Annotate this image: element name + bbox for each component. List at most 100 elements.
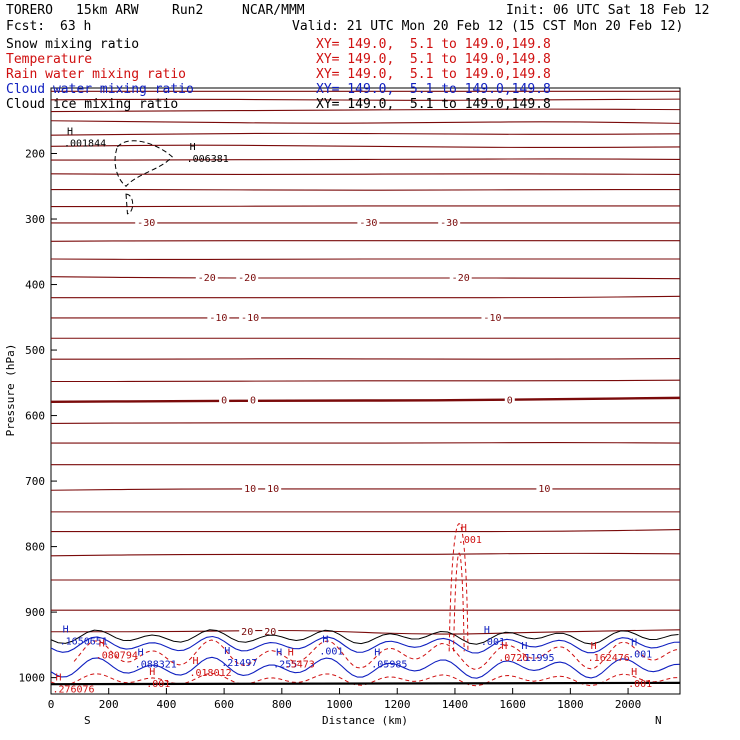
surface-line <box>50 681 681 686</box>
cloud-water-contour <box>50 656 680 679</box>
isotherm-label-bg <box>504 394 515 406</box>
max-value-label: .162476 <box>588 653 630 664</box>
isotherm-label: 0 <box>250 395 256 406</box>
isotherm-label-bg <box>239 625 256 637</box>
isotherm-label: -20 <box>452 273 470 284</box>
max-value-label: .255 <box>273 660 297 671</box>
y-tick-label: 900 <box>25 606 45 619</box>
max-marker: H <box>461 523 467 534</box>
x-end-label-s: S <box>84 714 91 727</box>
isotherm <box>50 173 681 176</box>
isotherm <box>50 158 681 161</box>
x-end-label-n: N <box>655 714 662 727</box>
legend-xy-rain: XY= 149.0, 5.1 to 149.0,149.8 <box>316 67 551 82</box>
isotherm-label-bg <box>357 216 380 228</box>
isotherm-label-bg <box>262 625 279 637</box>
moisture-contours <box>50 140 681 687</box>
x-tick-label: 400 <box>156 698 176 711</box>
rain-plume <box>448 523 469 652</box>
x-tick-label: 1600 <box>499 698 526 711</box>
center-label: NCAR/MMM <box>242 3 305 18</box>
x-tick-label: 800 <box>272 698 292 711</box>
max-marker: H <box>631 638 637 649</box>
rain-water-contour <box>73 639 681 670</box>
max-value-label: .088321 <box>135 660 177 671</box>
max-marker: H <box>631 667 637 678</box>
max-marker: H <box>288 648 294 659</box>
y-tick-label: 800 <box>25 541 45 554</box>
y-tick-label: 1000 <box>19 672 46 685</box>
x-tick-label: 1200 <box>384 698 411 711</box>
y-tick-label: 300 <box>25 213 45 226</box>
max-marker: H <box>374 648 380 659</box>
isotherm-label: 10 <box>538 484 550 495</box>
run-label: Run2 <box>172 3 204 18</box>
x-tick-label: 600 <box>214 698 234 711</box>
max-marker: H <box>322 634 328 645</box>
isotherm-label: -10 <box>483 313 501 324</box>
legend-xy-snow: XY= 149.0, 5.1 to 149.0,149.8 <box>316 37 551 52</box>
max-value-label: .001 <box>319 646 343 657</box>
isotherm-label-bg <box>449 271 472 283</box>
isotherm-label-bg <box>219 394 230 406</box>
max-marker: H <box>521 641 527 652</box>
max-value-label: .080794 <box>96 650 138 661</box>
y-axis-label: Pressure (hPa) <box>4 344 17 437</box>
x-tick-label: 1000 <box>326 698 353 711</box>
max-value-label: .05985 <box>371 660 407 671</box>
legend-label-rain: Rain water mixing ratio <box>6 67 187 82</box>
x-axis-label: Distance (km) <box>322 714 408 727</box>
init-time: Init: 06 UTC Sat 18 Feb 12 <box>506 3 710 18</box>
max-value-label: .001 <box>628 650 652 661</box>
max-value-label: .276076 <box>52 684 94 695</box>
isotherm <box>50 552 681 557</box>
max-marker: H <box>138 648 144 659</box>
temperature-contours: -30 -30 -30 -20 -20 -20 -10 -10 -10 0 0 0 10 10 10 20 20 <box>50 90 681 638</box>
y-axis: 200 300 400 500 600 700 800 900 1000 <box>19 148 57 685</box>
y-tick-label: 200 <box>25 148 45 161</box>
isotherm-label: 0 <box>507 395 513 406</box>
max-marker: H <box>190 142 196 153</box>
isotherm <box>50 144 681 149</box>
isotherm <box>50 396 681 404</box>
resolution: 15km ARW <box>76 3 139 18</box>
isotherm-label-bg <box>481 311 504 323</box>
legend-label-cloud-water: Cloud water mixing ratio <box>6 82 194 97</box>
cloud-ice-contour <box>114 140 173 187</box>
max-value-label: .11995 <box>518 653 554 664</box>
isotherm <box>50 488 680 491</box>
isotherm-label: -30 <box>137 218 155 229</box>
isotherm-label: -20 <box>238 273 256 284</box>
isotherm-label-bg <box>242 482 259 494</box>
max-marker: H <box>55 672 61 683</box>
valid-time: Valid: 21 UTC Mon 20 Feb 12 (15 CST Mon … <box>292 19 684 34</box>
forecast-hours: 63 h <box>60 19 92 34</box>
y-tick-label: 500 <box>25 344 45 357</box>
max-marker: H <box>591 641 597 652</box>
forecast-label: Fcst: <box>6 19 46 34</box>
isotherm-label: 0 <box>221 395 227 406</box>
max-marker: H <box>99 638 105 649</box>
max-marker: H <box>67 127 73 138</box>
y-tick-label: 700 <box>25 475 45 488</box>
plot-frame <box>50 87 681 695</box>
isotherm-label: 20 <box>241 627 253 638</box>
isotherm-label: -20 <box>198 273 216 284</box>
isotherm-label-bg <box>135 216 158 228</box>
isotherm-label-bg <box>236 271 259 283</box>
isotherm <box>50 240 680 242</box>
isotherm-label: -10 <box>209 313 227 324</box>
legend-label-cloud-ice: Cloud ice mixing ratio <box>6 97 179 112</box>
isotherm-label-bg <box>536 482 553 494</box>
isotherm <box>50 276 681 280</box>
legend-label-snow: Snow mixing ratio <box>6 37 140 52</box>
isotherm <box>51 629 681 635</box>
isotherm-label-bg <box>265 482 282 494</box>
cloud-water-contour <box>50 635 681 654</box>
isotherm <box>50 188 680 191</box>
max-marker: H <box>276 648 282 659</box>
isotherm-label-bg <box>239 311 262 323</box>
legend-xy-temperature: XY= 149.0, 5.1 to 149.0,149.8 <box>316 52 551 67</box>
